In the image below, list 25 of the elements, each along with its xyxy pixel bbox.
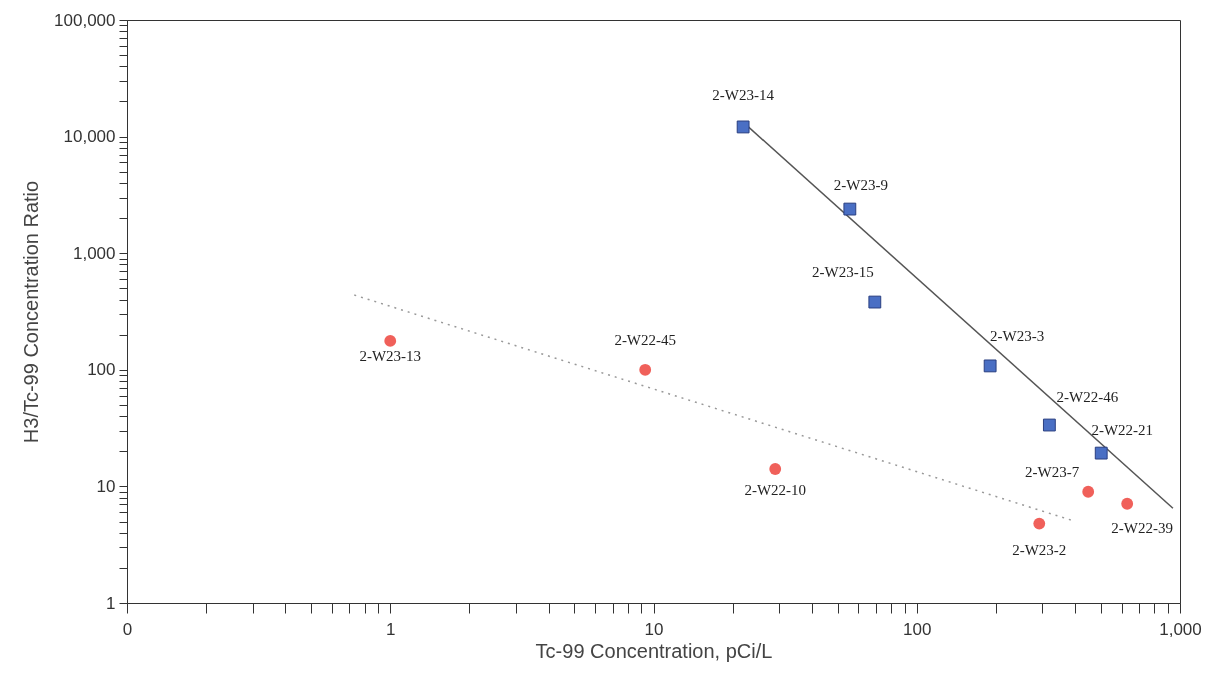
annotation: 2-W22-45 xyxy=(614,331,677,348)
y-tick-label: 10 xyxy=(96,476,116,496)
y-tick-label: 1 xyxy=(106,593,116,613)
annotation: 2-W22-10 xyxy=(744,482,807,498)
y-tick-label: 10,000 xyxy=(63,127,116,147)
x-tick-label: 1 xyxy=(386,619,396,639)
x-tick-label: 0 xyxy=(122,619,133,639)
y-tick-label: 100 xyxy=(87,360,116,380)
annotation: 2-W23-14 xyxy=(712,86,775,103)
annotation: 2-W23-3 xyxy=(990,327,1045,344)
x-tick-label: 100 xyxy=(903,619,932,639)
annotation: 2-W23-7 xyxy=(1025,463,1080,480)
x-axis-title: Tc-99 Concentration, pCi/L xyxy=(535,639,773,662)
y-tick-label: 1,000 xyxy=(72,243,116,263)
y-axis-title: H3/Tc-99 Concentration Ratio xyxy=(20,180,43,444)
annotation: 2-W23-9 xyxy=(833,177,888,194)
annotation: 2-W22-46 xyxy=(1056,389,1119,406)
annotation: 2-W23-13 xyxy=(359,347,422,364)
annotation: 2-W22-21 xyxy=(1091,422,1154,439)
annotation: 2-W23-15 xyxy=(811,264,874,281)
annotation: 2-W22-39 xyxy=(1111,519,1173,536)
x-tick-label: 10 xyxy=(644,619,664,639)
y-tick-label: 100,000 xyxy=(54,10,116,30)
x-tick-label: 1,000 xyxy=(1159,619,1202,639)
annotation: 2-W23-2 xyxy=(1012,541,1067,558)
